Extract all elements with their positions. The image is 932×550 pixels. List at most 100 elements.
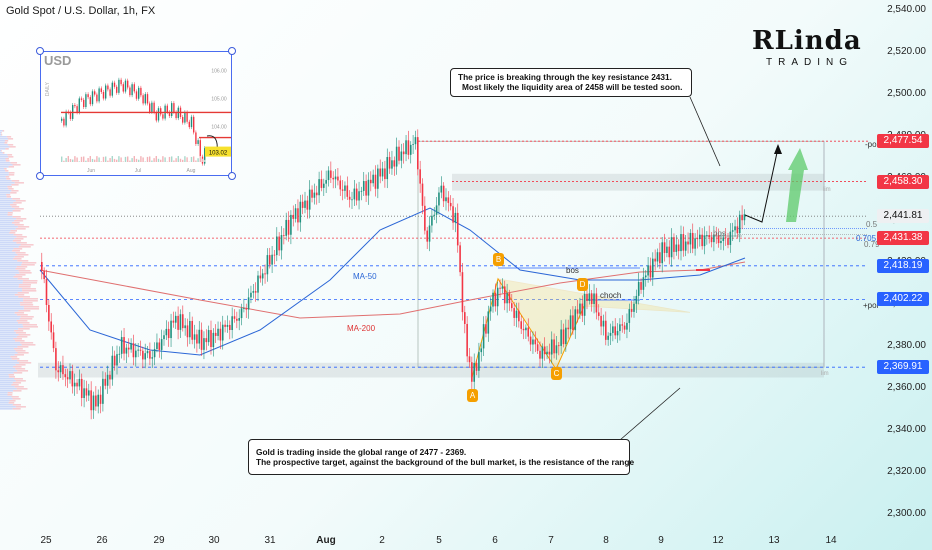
candle-body (348, 196, 351, 200)
candle-body (395, 146, 398, 167)
candle-body (287, 219, 290, 235)
candle-body (386, 157, 389, 180)
range-high-tag: lim (823, 187, 831, 193)
inset-volume (63, 160, 65, 162)
vp-bar-blue (0, 256, 15, 258)
vp-bar-red (17, 346, 29, 348)
candle-body (120, 337, 123, 354)
candle-body (125, 347, 128, 354)
candle-body (623, 325, 626, 330)
candle-body (358, 191, 360, 201)
vp-bar-blue (0, 294, 15, 296)
vp-bar-blue (0, 282, 23, 284)
candle-body (191, 320, 193, 340)
candle-body (529, 336, 532, 345)
candle-body (276, 236, 278, 256)
inset-body (153, 102, 155, 113)
candle-body (55, 348, 57, 371)
vp-bar-blue (0, 390, 14, 392)
inset-resize-handle-tr[interactable] (228, 47, 236, 55)
inset-body (127, 80, 129, 88)
vp-bar-blue (0, 370, 18, 372)
inset-volume (195, 160, 197, 162)
candle-body (619, 324, 621, 332)
vp-bar-blue (0, 318, 20, 320)
vp-bar-blue (0, 342, 21, 344)
ma200-line (39, 261, 746, 319)
inset-resize-handle-bl[interactable] (36, 172, 44, 180)
callout-resistance: The price is breaking through the key re… (450, 68, 692, 97)
candle-body (88, 390, 90, 396)
candle-body (83, 388, 85, 398)
vp-bar-blue (0, 296, 19, 298)
candle-body (268, 255, 271, 265)
vp-bar-blue (0, 388, 17, 390)
candle-body (405, 140, 407, 155)
candle-body (198, 329, 201, 344)
usd-index-inset[interactable]: USD DAILY 103.02106.00105.00104.00102.00… (40, 51, 232, 176)
inset-volume (98, 157, 100, 162)
vp-bar-blue (0, 198, 13, 200)
candle-body (41, 262, 43, 271)
candle-body (325, 180, 327, 184)
vp-bar-blue (0, 404, 13, 406)
candle-body (297, 208, 299, 223)
inset-body (166, 105, 168, 113)
abcd-path (471, 277, 585, 378)
candle-body (602, 320, 605, 327)
inset-body (193, 116, 195, 133)
candle-body (153, 348, 156, 358)
candle-body (428, 225, 431, 242)
candle-body (532, 339, 534, 345)
candle-body (285, 219, 287, 236)
vp-bar-red (11, 184, 19, 186)
inset-resize-handle-br[interactable] (228, 172, 236, 180)
vp-bar-blue (0, 338, 14, 340)
inset-volume (164, 157, 166, 162)
vp-bar-blue (0, 298, 24, 300)
candle-body (76, 382, 78, 387)
vp-bar-blue (0, 204, 11, 206)
vp-bar-red (6, 196, 11, 198)
vp-bar-blue (0, 248, 14, 250)
inset-resize-handle-tl[interactable] (36, 47, 44, 55)
candle-body (52, 332, 55, 349)
ma50-line (39, 207, 746, 356)
candle-body (330, 170, 332, 178)
vp-bar-red (4, 142, 8, 144)
vp-bar-red (22, 280, 38, 282)
vp-bar-blue (0, 134, 2, 136)
vp-bar-red (18, 270, 31, 272)
candle-body (264, 273, 266, 275)
candle-body (318, 179, 320, 196)
candle-body (90, 390, 92, 411)
candle-body (682, 234, 685, 251)
candle-body (278, 236, 280, 251)
candle-body (172, 320, 175, 323)
inset-body (74, 105, 76, 107)
vp-bar-blue (0, 320, 17, 322)
vp-bar-blue (0, 306, 24, 308)
vp-bar-red (1, 150, 2, 152)
vp-bar-blue (0, 244, 21, 246)
candle-body (691, 232, 694, 249)
inset-volume (173, 160, 175, 162)
time-tick-2: 2 (379, 535, 385, 546)
vp-bar-blue (0, 254, 18, 256)
candle-body (605, 320, 607, 340)
vp-bar-red (15, 340, 25, 342)
candle-body (367, 179, 370, 196)
inset-volume (186, 157, 188, 162)
candle-body (640, 282, 642, 290)
vp-bar-red (11, 358, 20, 360)
vp-bar-red (11, 180, 20, 182)
candle-body (565, 327, 567, 345)
candle-body (362, 181, 365, 191)
candle-body (729, 231, 732, 245)
vp-bar-red (13, 366, 22, 368)
vp-bar-blue (0, 230, 11, 232)
candle-body (398, 146, 400, 161)
candle-body (334, 176, 337, 180)
candle-body (212, 332, 215, 348)
